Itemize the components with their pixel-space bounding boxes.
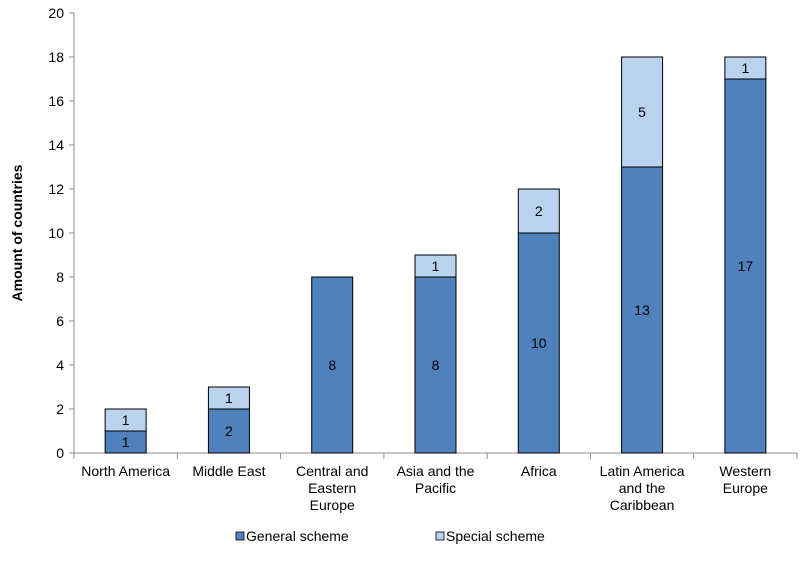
legend-swatch-special-scheme: [435, 531, 445, 541]
bar-special-scheme: [517, 188, 560, 234]
y-axis-title: Amount of countries: [9, 164, 25, 301]
legend-label: General scheme: [246, 528, 349, 544]
y-tick-label: 4: [56, 357, 64, 373]
x-tick-label: Western: [719, 463, 771, 479]
data-label: 2: [535, 203, 543, 219]
data-label: 1: [122, 412, 130, 428]
x-tick-label: Latin America: [600, 463, 685, 479]
y-tick-label: 10: [48, 225, 64, 241]
bar-general-scheme: [311, 276, 354, 454]
bar-special-scheme: [104, 408, 147, 432]
data-label: 1: [741, 60, 749, 76]
y-tick-label: 8: [56, 269, 64, 285]
legend-label: Special scheme: [446, 528, 545, 544]
y-tick-label: 18: [48, 49, 64, 65]
x-tick-label: Europe: [723, 480, 768, 496]
bars-layer: [104, 56, 767, 454]
y-tick-label: 0: [56, 445, 64, 461]
data-label: 8: [328, 357, 336, 373]
legend-swatch-general-scheme: [235, 531, 245, 541]
x-tick-label: and the: [619, 480, 666, 496]
bar-special-scheme: [207, 386, 250, 410]
data-label: 8: [432, 357, 440, 373]
data-label: 2: [225, 423, 233, 439]
x-tick-label: Middle East: [192, 463, 265, 479]
y-tick-label: 2: [56, 401, 64, 417]
bar-special-scheme: [414, 254, 457, 278]
bar-general-scheme: [517, 232, 560, 454]
data-label: 13: [634, 302, 650, 318]
data-label: 1: [122, 434, 130, 450]
bar-general-scheme: [724, 78, 767, 454]
x-tick-label: Africa: [521, 463, 557, 479]
y-tick-label: 16: [48, 93, 64, 109]
y-tick-label: 14: [48, 137, 64, 153]
labels-layer: 1 1 2 1 8 8 1 10 2 13 5 17 1: [122, 60, 754, 450]
x-tick-label: Central and: [296, 463, 368, 479]
y-tick-label: 6: [56, 313, 64, 329]
data-label: 1: [225, 390, 233, 406]
y-tick-label: 20: [48, 5, 64, 21]
y-tick-label: 12: [48, 181, 64, 197]
legend: General scheme Special scheme: [235, 528, 545, 544]
data-label: 1: [432, 258, 440, 274]
bar-special-scheme: [621, 56, 664, 168]
x-tick-label: North America: [81, 463, 170, 479]
x-tick-label: Asia and the: [397, 463, 475, 479]
data-label: 17: [738, 258, 754, 274]
data-label: 10: [531, 335, 547, 351]
bar-general-scheme: [207, 408, 250, 454]
x-tick-label: Eastern: [308, 480, 356, 496]
x-tick-label: Europe: [310, 497, 355, 513]
x-tick-label: Pacific: [415, 480, 456, 496]
bar-general-scheme: [414, 276, 457, 454]
x-tick-label: Caribbean: [610, 497, 675, 513]
data-label: 5: [638, 104, 646, 120]
bar-special-scheme: [724, 56, 767, 80]
